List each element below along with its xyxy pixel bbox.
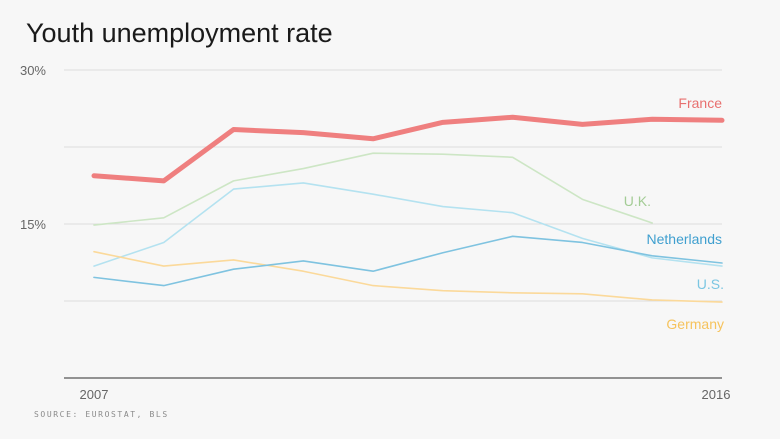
y-tick-label: 30% — [20, 63, 46, 78]
axes: 30% 15% 2007 2016 — [20, 63, 730, 402]
series-line-france — [91, 114, 725, 184]
series-line-u-k — [93, 152, 654, 226]
series-label-u-k: U.K. — [624, 193, 651, 209]
x-tick-label: 2007 — [80, 387, 109, 402]
source-note: SOURCE: EUROSTAT, BLS — [34, 410, 169, 419]
series-label-u-s: U.S. — [697, 276, 724, 292]
chart-title: Youth unemployment rate — [26, 18, 333, 48]
series-line-u-s — [93, 182, 723, 267]
series-lines — [91, 114, 725, 303]
series-label-germany: Germany — [666, 316, 724, 332]
y-tick-label: 15% — [20, 217, 46, 232]
grid-lines — [64, 69, 722, 302]
series-label-france: France — [678, 95, 722, 111]
series-line-germany — [93, 250, 723, 303]
series-line-netherlands — [93, 235, 723, 287]
x-tick-label: 2016 — [702, 387, 731, 402]
series-labels: France U.K. Netherlands U.S. Germany — [624, 95, 724, 332]
series-label-netherlands: Netherlands — [647, 231, 723, 247]
